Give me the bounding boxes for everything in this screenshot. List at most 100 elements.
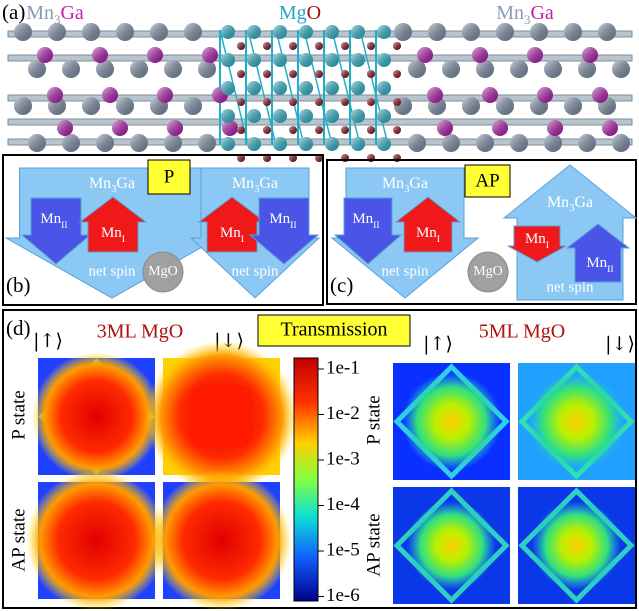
state-box [464,164,511,198]
atom-shine [393,126,401,134]
atom-shine [462,97,480,115]
text-part: Mn [40,211,61,227]
atom-shine [82,23,100,41]
subscript: 3 [404,184,409,195]
text-part: Mn [101,225,122,241]
atom-shine [237,42,245,50]
label: Transmission [280,319,387,341]
label: (c) [330,273,353,297]
label: 1e-1 [326,357,360,378]
atom-shine [62,60,80,78]
atom-shine [221,109,235,123]
atom-shine [367,126,375,134]
map-core [532,501,621,590]
atom-shine [96,134,114,152]
atom-shine [164,60,182,78]
atom-shine [221,137,235,151]
text-part: Ga [259,175,278,192]
atom-shine [544,134,562,152]
state-box [147,159,191,195]
atom-shine [315,42,323,50]
text-part: Mn [496,2,524,24]
atom-shine [263,70,271,78]
subscript: I [437,234,440,245]
atom-shine [442,60,460,78]
atom-shine [315,126,323,134]
text-part: Mn [26,2,54,24]
atom-shine [351,137,365,151]
atom-shine [393,70,401,78]
atom-shine [510,60,528,78]
atom-shine [184,97,202,115]
text-part: Ga [60,2,83,24]
label: AP state [8,508,29,571]
atom-shine [377,25,391,39]
atom-shine [394,23,412,41]
atom-shine [273,109,287,123]
atom-shine [367,42,375,50]
formula: MnII [352,211,379,230]
atom-shine [221,81,235,95]
atom-shine [612,134,630,152]
label: |↓⟩ [605,333,635,355]
formula: Mn3Ga [89,175,135,195]
atom-shine [393,98,401,106]
atom-shine [47,87,63,103]
map-fill [190,385,253,448]
label: 1e-2 [326,403,360,424]
map-core [151,470,292,611]
spin-arrow [248,197,320,265]
atom-shine [598,23,616,41]
atom-shine [510,134,528,152]
atom-shine [547,120,563,136]
label: P state [363,395,384,444]
bond [247,29,277,146]
atom-shine [96,60,114,78]
atom-shine [442,134,460,152]
atom-shine [325,53,339,67]
subscript: 3 [254,184,259,195]
atom-shine [341,98,349,106]
subscript: II [61,220,68,231]
atom-shine [222,120,238,136]
atom-shine [544,60,562,78]
label: 1e-6 [326,585,360,606]
atom-shine [408,134,426,152]
text-part: Ga [409,175,428,192]
atom-shine [221,25,235,39]
atom-shine [247,137,261,151]
atom-shine [367,70,375,78]
atom-shine [527,47,543,63]
barrier [467,251,509,293]
atom-shine [299,109,313,123]
atom-shine [167,120,183,136]
subscript: I [241,234,244,245]
formula: MnI [101,225,125,244]
atom-shine [289,42,297,50]
atom-shine [37,47,53,63]
atom-shine [341,42,349,50]
text-part: Ga [530,2,553,24]
atom-shine [299,137,313,151]
atom-shine [612,60,630,78]
atom-shine [112,120,128,136]
label: |↑⟩ [33,330,63,352]
text-part: Mn [269,211,290,227]
atom-shine [476,134,494,152]
label: P [164,166,175,187]
subscript: 3 [569,203,574,214]
subscript: I [122,234,125,245]
atom-shine [164,134,182,152]
atom-shine [476,60,494,78]
atom-shine [237,98,245,106]
atom-shine [299,81,313,95]
atom-shine [289,70,297,78]
atom-shine [273,53,287,67]
text-part: O [307,2,321,24]
formula: MnI [220,225,244,244]
atom-shine [315,70,323,78]
spin-arrow [394,196,462,253]
text-part: Mn [525,231,546,247]
label: net spin [231,263,279,279]
